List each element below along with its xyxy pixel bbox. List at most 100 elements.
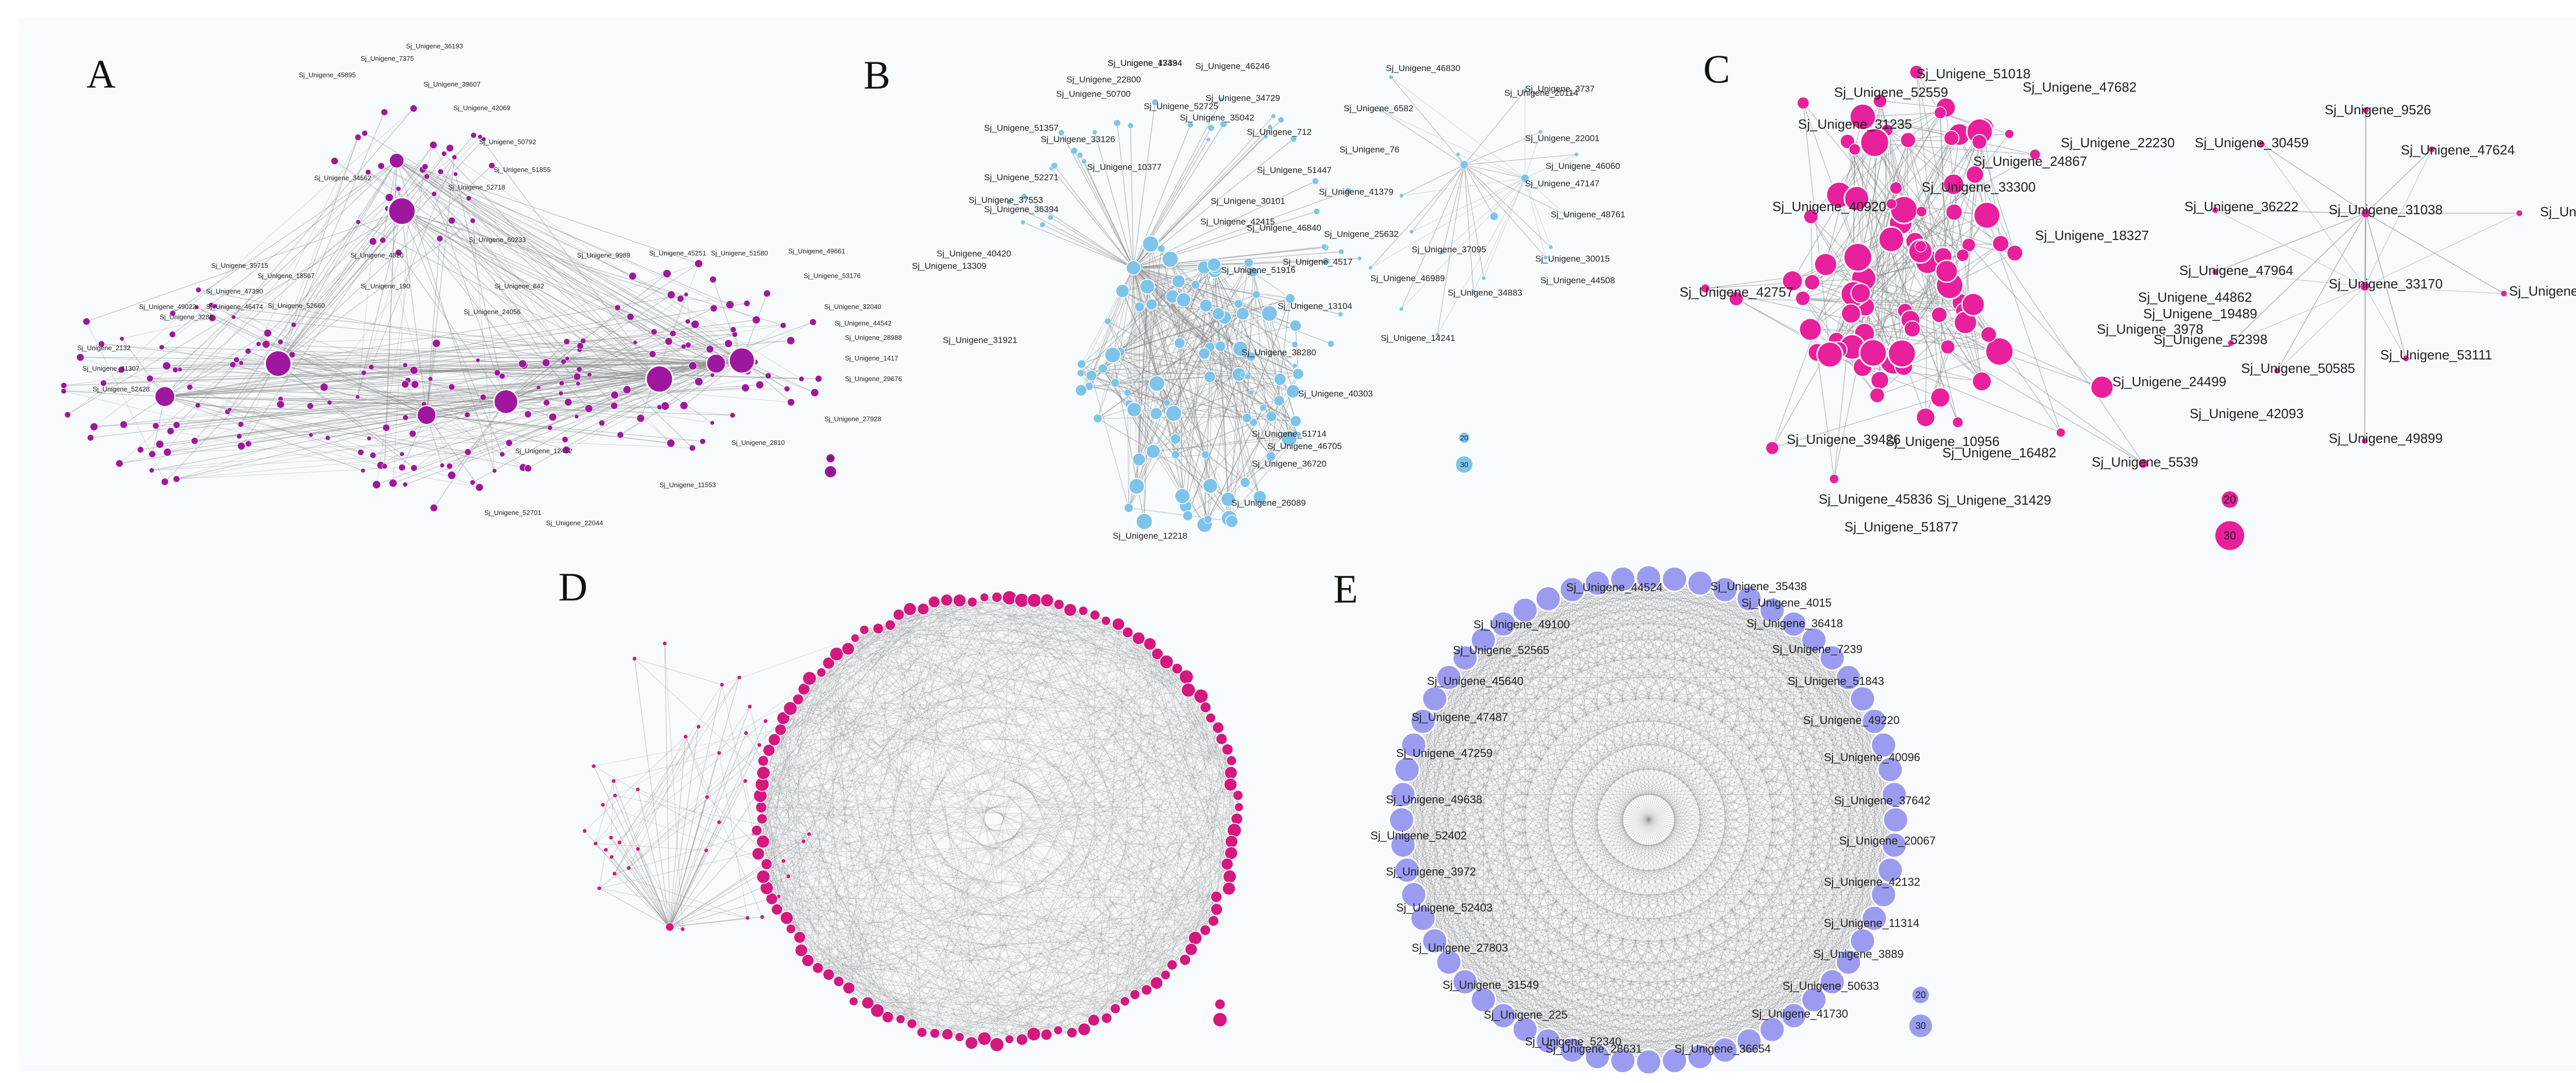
panel-d-edge: [760, 795, 1216, 897]
panel-a-edge: [371, 157, 455, 368]
panel-b-hub-node: [1460, 160, 1469, 169]
panel-e-edge: [1413, 894, 1833, 982]
panel-c-legend-large-circle: [2215, 521, 2244, 550]
panel-a-edge: [565, 363, 717, 440]
panel-a-node: [64, 411, 71, 418]
panel-e-edge: [1724, 677, 1849, 1051]
panel-e-node-label: Sj_Unigene_52403: [1396, 901, 1493, 914]
panel-d-edge: [664, 643, 670, 927]
panel-a-node: [396, 186, 401, 192]
panel-d-edge: [1058, 738, 1222, 1030]
panel-b-node: [1409, 229, 1414, 234]
panel-e-node: [1609, 1047, 1636, 1074]
panel-e-edge: [1403, 745, 1884, 795]
panel-d-edge: [890, 625, 972, 1043]
panel-c-edge: [2365, 213, 2504, 294]
panel-d-edge: [786, 918, 1047, 1035]
panel-c-node: [1799, 317, 1822, 341]
panel-e-edge: [1674, 589, 1725, 1061]
panel-c-edge: [1836, 215, 1988, 341]
panel-d-edge: [804, 689, 1230, 877]
panel-e-edge: [1465, 583, 1701, 982]
panel-d-edge: [878, 628, 1231, 785]
panel-d-node: [859, 625, 869, 635]
panel-e-edge: [1483, 610, 1526, 1000]
panel-d-edge: [996, 597, 1217, 910]
panel-d-edge: [900, 621, 1106, 1020]
panel-a-node: [466, 195, 472, 201]
panel-d-edge: [762, 795, 1238, 819]
panel-d-node: [907, 1018, 918, 1029]
panel-a-node: [429, 141, 437, 149]
panel-e-edge: [1401, 819, 1675, 1061]
panel-a-node: [211, 303, 217, 309]
panel-e-edge: [1422, 589, 1725, 722]
panel-d-edge: [1072, 668, 1178, 1033]
panel-a-edge: [176, 452, 468, 479]
panel-d-edge: [923, 609, 1239, 796]
panel-d-edge: [838, 717, 1211, 982]
panel-b-edge: [1128, 267, 1134, 508]
panel-b-edge: [1023, 221, 1134, 268]
panel-a-node: [464, 411, 470, 418]
panel-d-edge: [838, 600, 960, 982]
panel-d-edge: [1072, 841, 1232, 1033]
panel-b-edge: [1128, 281, 1179, 508]
panel-d-edge: [758, 600, 1047, 854]
panel-b-node: [1092, 129, 1097, 135]
panel-d-edge: [1034, 600, 1230, 877]
panel-c-edge: [1982, 128, 2002, 244]
panel-e-edge: [1597, 582, 1833, 658]
panel-e-edge: [1548, 658, 1833, 1041]
panel-e-edge: [1622, 589, 1725, 1061]
panel-e-edge: [1597, 583, 1701, 1057]
panel-a-node: [730, 326, 737, 333]
panel-d-edge: [767, 888, 935, 1034]
panel-b-edge: [1179, 305, 1207, 343]
panel-e-edge: [1413, 624, 1794, 746]
panel-e-edge: [1524, 610, 1773, 1030]
panel-e-edge: [1434, 583, 1598, 941]
panel-e-edge: [1434, 845, 1894, 941]
panel-d-edge: [762, 784, 1173, 965]
panel-a-node: [245, 440, 252, 447]
panel-a-edge: [422, 169, 787, 389]
panel-a-node: [431, 191, 437, 197]
panel-e-edge: [1814, 721, 1875, 1000]
panel-d-node: [737, 675, 742, 680]
panel-e-edge: [1483, 640, 1815, 1000]
panel-b-node-label: Sj_Unigene_10377: [1087, 162, 1162, 172]
panel-c-node: [1903, 320, 1921, 338]
panel-b-edge: [1437, 164, 1465, 335]
panel-e-edge: [1674, 819, 1896, 1061]
panel-e-edge: [1413, 624, 1794, 895]
panel-b-edge: [1218, 314, 1247, 418]
panel-a-node: [195, 402, 201, 408]
panel-a-edge: [396, 160, 615, 406]
panel-a-node-label: Sj_Unigene_60233: [469, 236, 526, 244]
panel-d-edge: [828, 727, 1218, 975]
panel-d-edge: [877, 738, 1222, 1011]
panel-d-edge: [780, 729, 850, 988]
panel-e-edge: [1448, 579, 1675, 962]
panel-b-node-label: Sj_Unigene_31921: [943, 335, 1018, 345]
panel-a-edge: [170, 333, 268, 432]
panel-a-edge: [502, 345, 688, 455]
panel-b-node: [1171, 274, 1185, 288]
panel-d-edge: [1059, 604, 1189, 691]
panel-b-node-label: Sj_Unigene_46840: [1247, 223, 1321, 233]
panel-a-edge: [248, 372, 498, 444]
panel-b-node: [1292, 368, 1304, 380]
panel-d-edge: [855, 638, 1116, 1009]
panel-e-edge: [1814, 640, 1849, 962]
panel-a-node: [725, 300, 735, 309]
panel-e-edge: [1403, 794, 1894, 846]
panel-b-node: [1246, 351, 1256, 362]
panel-a-node: [381, 463, 387, 469]
panel-d-edge: [763, 761, 912, 1024]
panel-a-node: [562, 445, 571, 454]
panel-d-edge: [1138, 638, 1147, 990]
panel-d-edge: [1093, 806, 1240, 1021]
panel-e-edge: [1483, 640, 1526, 1030]
panel-b-node: [1199, 299, 1213, 313]
